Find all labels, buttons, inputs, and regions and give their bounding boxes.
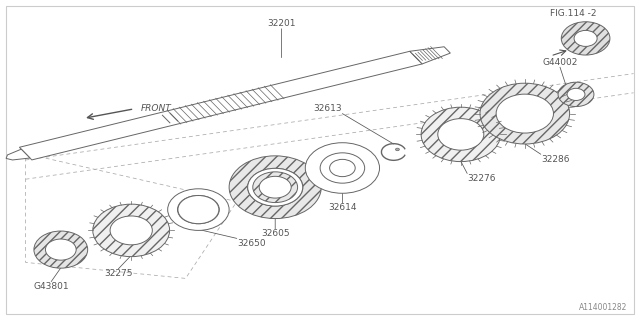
Ellipse shape	[45, 239, 76, 260]
Ellipse shape	[229, 156, 321, 219]
Text: 32614: 32614	[328, 204, 356, 212]
Ellipse shape	[480, 83, 570, 144]
Text: 32650: 32650	[237, 239, 266, 248]
Ellipse shape	[34, 231, 88, 268]
Text: 32275: 32275	[104, 269, 132, 278]
Ellipse shape	[168, 189, 229, 230]
Text: FIG.114 -2: FIG.114 -2	[550, 9, 596, 18]
Ellipse shape	[567, 88, 585, 100]
Text: 32201: 32201	[268, 20, 296, 28]
Text: 32613: 32613	[314, 104, 342, 113]
Ellipse shape	[248, 168, 303, 206]
Polygon shape	[410, 47, 451, 64]
Ellipse shape	[558, 82, 594, 107]
Polygon shape	[19, 51, 422, 160]
Text: 32276: 32276	[467, 174, 496, 183]
Ellipse shape	[396, 148, 399, 151]
Ellipse shape	[305, 143, 380, 193]
Ellipse shape	[93, 204, 170, 257]
Ellipse shape	[330, 159, 355, 177]
Ellipse shape	[438, 119, 484, 150]
Polygon shape	[6, 149, 30, 160]
Ellipse shape	[177, 196, 220, 224]
Ellipse shape	[561, 22, 610, 55]
Ellipse shape	[496, 94, 554, 133]
Text: 32286: 32286	[541, 155, 570, 164]
Ellipse shape	[421, 107, 500, 162]
Text: 32605: 32605	[261, 229, 289, 238]
Ellipse shape	[110, 216, 152, 245]
Ellipse shape	[259, 176, 291, 198]
Text: A114001282: A114001282	[579, 303, 627, 312]
Ellipse shape	[320, 153, 365, 183]
Text: FRONT: FRONT	[141, 104, 172, 113]
Text: G43801: G43801	[33, 282, 69, 291]
Ellipse shape	[248, 168, 303, 206]
Ellipse shape	[178, 196, 219, 224]
Ellipse shape	[253, 172, 298, 203]
Text: G44002: G44002	[542, 58, 578, 67]
Ellipse shape	[574, 30, 597, 46]
